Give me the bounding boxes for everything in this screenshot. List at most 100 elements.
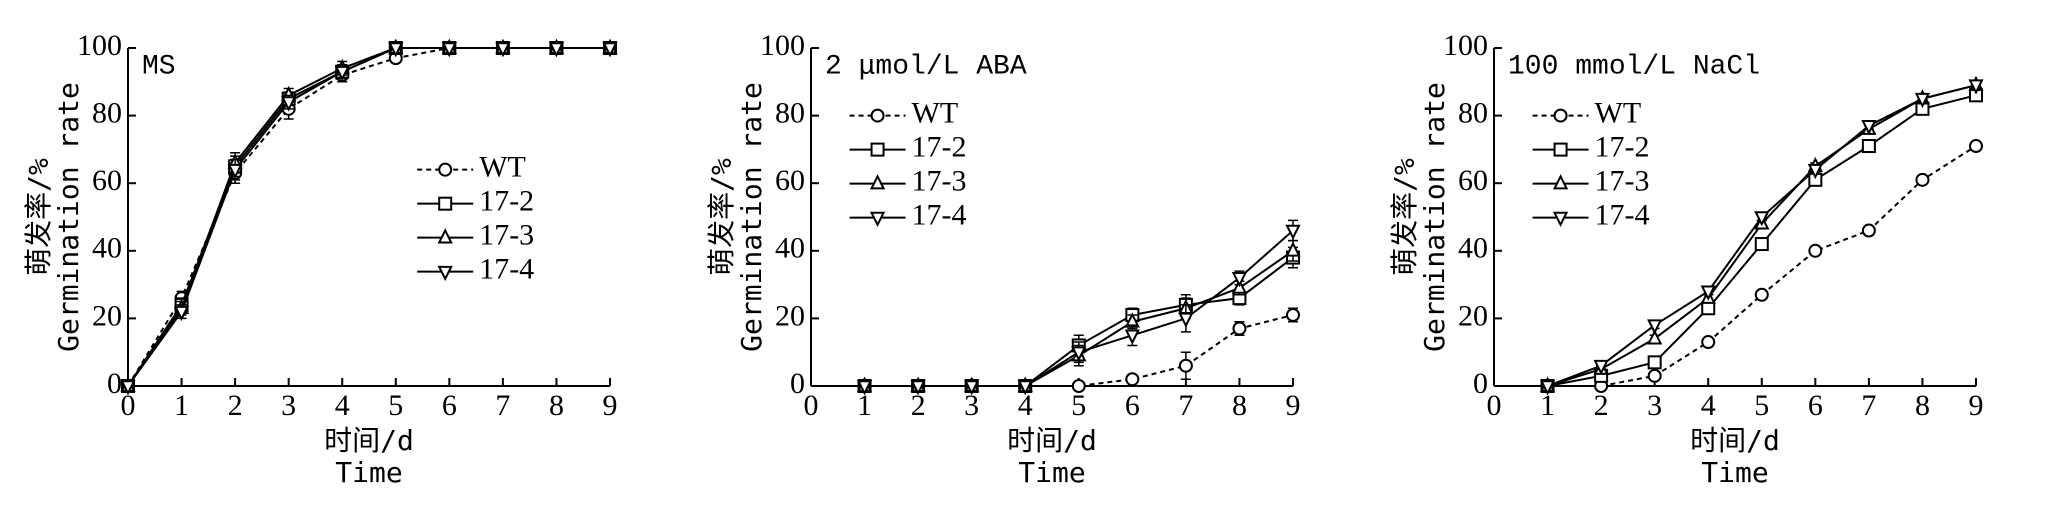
y-tick-label: 80 <box>92 96 122 129</box>
legend-label: 17-2 <box>912 130 967 163</box>
y-tick-label: 20 <box>92 299 122 332</box>
x-tick-label: 1 <box>174 389 189 422</box>
marker <box>548 42 565 58</box>
series-line <box>127 47 610 387</box>
x-tick-label: 8 <box>1915 389 1930 422</box>
y-tick-label: 40 <box>1458 232 1488 265</box>
x-tick-label: 1 <box>1540 389 1555 422</box>
x-tick-label: 0 <box>121 389 136 422</box>
annotation: MS <box>142 51 176 82</box>
legend-marker <box>438 162 453 177</box>
marker <box>1701 301 1716 316</box>
legend-marker <box>1552 174 1569 190</box>
marker <box>1647 368 1662 383</box>
x-tick-label: 4 <box>335 389 350 422</box>
x-tick-label: 6 <box>442 389 457 422</box>
y-axis-label: 萌发率/% <box>22 158 55 276</box>
legend-label: 17-2 <box>479 185 534 218</box>
marker <box>964 380 980 396</box>
chart-panel: 0 20 40 60 80 100 0 1 2 3 4 5 6 7 8 9 100 mmol/L NaCl 时间/… <box>1388 29 1984 489</box>
legend-label: 17-3 <box>479 219 534 252</box>
marker <box>1071 379 1086 393</box>
y-axis-label: Germination rate <box>735 82 768 352</box>
legend-marker <box>437 228 453 244</box>
marker <box>334 65 350 82</box>
legend-marker <box>1553 142 1568 157</box>
x-tick-label: 3 <box>964 389 979 422</box>
x-axis-label: 时间/d <box>1007 424 1097 457</box>
y-tick-label: 60 <box>1458 164 1488 197</box>
legend-label: WT <box>1595 96 1642 129</box>
x-axis-label: 时间/d <box>324 424 414 457</box>
marker <box>1861 139 1876 154</box>
marker <box>1647 319 1663 335</box>
y-tick-label: 40 <box>92 232 122 265</box>
y-tick-label: 100 <box>77 29 122 62</box>
y-tick-label: 80 <box>775 96 805 129</box>
marker <box>1861 223 1876 238</box>
y-tick-label: 0 <box>107 367 122 400</box>
legend-label: 17-4 <box>1595 198 1650 231</box>
marker <box>1915 172 1930 187</box>
marker <box>856 380 873 396</box>
legend-label: 17-2 <box>1595 130 1650 163</box>
marker <box>441 42 457 58</box>
marker <box>1969 139 1983 154</box>
x-tick-label: 4 <box>1018 389 1033 422</box>
x-tick-label: 8 <box>1232 389 1247 422</box>
annotation: 100 mmol/L NaCl <box>1508 51 1760 82</box>
marker <box>1071 346 1087 362</box>
marker <box>1754 287 1769 302</box>
marker <box>281 96 297 112</box>
x-tick-label: 7 <box>1861 389 1876 422</box>
marker <box>1232 321 1247 336</box>
legend-label: WT <box>479 151 526 184</box>
x-axis-label: Time <box>1701 456 1768 489</box>
series-line <box>127 47 610 387</box>
y-tick-label: 0 <box>790 367 805 400</box>
marker <box>1286 308 1300 323</box>
marker <box>1539 380 1556 396</box>
x-tick-label: 5 <box>388 389 403 422</box>
marker <box>1700 285 1716 301</box>
y-tick-label: 40 <box>775 232 805 265</box>
legend-marker <box>438 196 453 211</box>
series-line <box>1547 145 1977 387</box>
x-tick-label: 6 <box>1808 389 1823 422</box>
legend-marker <box>437 265 453 282</box>
marker <box>1808 243 1823 258</box>
marker <box>1178 312 1194 328</box>
marker <box>1861 119 1877 136</box>
marker <box>388 42 404 58</box>
y-axis-label: Germination rate <box>52 82 85 352</box>
annotation: 2 μmol/L ABA <box>825 51 1027 82</box>
marker <box>1125 372 1140 387</box>
y-tick-label: 80 <box>1458 96 1488 129</box>
marker <box>1178 358 1193 373</box>
marker <box>1231 272 1248 288</box>
marker <box>910 380 926 396</box>
marker <box>1754 211 1770 227</box>
series-line <box>864 256 1294 387</box>
legend-marker <box>870 108 885 123</box>
x-tick-label: 9 <box>1969 389 1984 422</box>
marker <box>602 42 618 58</box>
marker <box>1647 355 1662 370</box>
x-axis-label: Time <box>335 456 402 489</box>
x-tick-label: 4 <box>1701 389 1716 422</box>
marker <box>1968 79 1984 95</box>
marker <box>1807 163 1823 180</box>
legend-marker <box>1553 108 1568 123</box>
marker <box>1647 329 1663 345</box>
marker <box>173 305 190 322</box>
legend-label: 17-3 <box>1595 164 1650 197</box>
x-tick-label: 8 <box>549 389 564 422</box>
legend-marker <box>1552 211 1569 228</box>
y-tick-label: 60 <box>775 164 805 197</box>
series-line <box>127 47 610 387</box>
y-axis-label: 萌发率/% <box>705 158 738 276</box>
y-tick-label: 20 <box>1458 299 1488 332</box>
y-tick-label: 100 <box>1443 29 1488 62</box>
x-tick-label: 5 <box>1754 389 1769 422</box>
